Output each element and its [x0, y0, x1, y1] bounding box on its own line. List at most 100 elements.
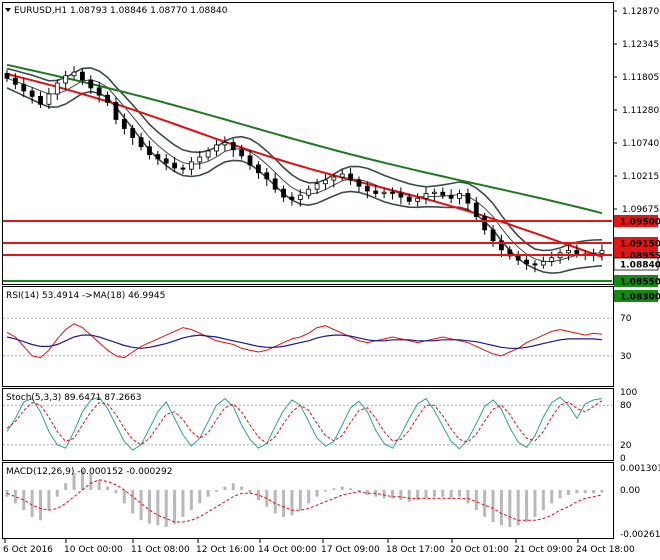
- time-tick-label: 12 Oct 16:00: [196, 545, 255, 555]
- triangle-down-icon[interactable]: [5, 8, 11, 12]
- level-price-tag-label: 1.08550: [620, 278, 660, 288]
- candle-body: [398, 193, 404, 198]
- candle-body: [281, 188, 286, 198]
- candle-body: [222, 142, 228, 146]
- candle-body: [38, 95, 43, 105]
- candle-body: [331, 176, 337, 181]
- candle-body: [105, 94, 110, 103]
- macd-scale-label: 0.001301: [620, 464, 660, 474]
- candle-body: [138, 137, 144, 148]
- candle-body: [147, 146, 152, 156]
- axis-layer: 1.12870 1.12345 1.11805 1.11280 1.10740 1.102…: [3, 7, 660, 555]
- candle-body: [473, 202, 479, 217]
- candle-body: [272, 178, 278, 190]
- level-price-tag-label: 1.09500: [620, 218, 660, 228]
- candle-body: [348, 173, 353, 181]
- bollinger-upper: [6, 67, 603, 252]
- stoch-main-line: [6, 396, 603, 451]
- candle-body: [314, 183, 320, 190]
- price-tick-label: 1.11805: [622, 73, 659, 83]
- candle-body: [96, 87, 102, 96]
- candle-body: [88, 79, 94, 89]
- candle-body: [197, 156, 203, 163]
- stoch-signal-line: [6, 400, 603, 446]
- rsi-scale-label: 70: [620, 314, 632, 324]
- candle-body: [54, 82, 60, 95]
- candle-body: [21, 83, 27, 92]
- candle-body: [172, 162, 178, 169]
- time-tick-label: 21 Oct 09:00: [514, 545, 573, 555]
- time-tick-label: 17 Oct 09:00: [321, 545, 380, 555]
- time-tick-label: 11 Oct 08:00: [131, 545, 190, 555]
- candle-body: [163, 158, 169, 164]
- candle-body: [289, 196, 295, 200]
- candle-body: [180, 167, 186, 170]
- level-price-tag: [614, 215, 658, 227]
- candle-body: [524, 259, 529, 265]
- macd-header: MACD(12,26,9) -0.000152 -0.000292: [6, 467, 172, 477]
- time-tick-label: 20 Oct 01:00: [450, 545, 509, 555]
- candle-body: [12, 77, 18, 85]
- candle-body: [406, 196, 412, 202]
- candle-body: [431, 191, 437, 194]
- candle-body: [482, 216, 488, 231]
- candle-body: [63, 75, 69, 84]
- stoch-header: Stoch(5,3,3) 89.6471 87.2663: [6, 393, 141, 403]
- candle-body: [574, 250, 580, 255]
- candle-body: [71, 71, 77, 77]
- candle-body: [264, 172, 270, 180]
- candle-body: [499, 240, 504, 251]
- level-price-tag-label: 1.08300: [620, 293, 660, 303]
- price-tick-label: 1.10740: [622, 139, 659, 149]
- candle-body: [306, 188, 312, 196]
- candle-body: [130, 128, 136, 139]
- stoch-scale-label: 0: [620, 454, 626, 464]
- time-tick-label: 18 Oct 17:00: [386, 545, 445, 555]
- candle-body: [532, 263, 538, 266]
- candle-body: [599, 250, 605, 254]
- level-price-tag: [614, 290, 658, 302]
- macd-signal-line: [6, 479, 603, 523]
- candle-body: [465, 193, 471, 204]
- candle-body: [29, 90, 35, 97]
- price-tick-label: 1.09675: [622, 205, 659, 215]
- level-price-tag-label: 1.08955: [620, 252, 660, 262]
- candle-body: [339, 173, 345, 178]
- current-price-tag: [613, 257, 659, 271]
- rsi-header: RSI(14) 53.4914 ->MA(18) 46.9945: [6, 291, 165, 301]
- current-price-tag-label: 1.08840: [620, 261, 660, 271]
- ma-green-line: [6, 63, 603, 215]
- rsi-pane[interactable]: [2, 286, 614, 387]
- candle-body: [205, 150, 211, 158]
- stoch-scale-label: 80: [620, 401, 632, 411]
- price-tick-label: 1.10215: [622, 172, 659, 182]
- stoch-pane[interactable]: [2, 388, 614, 461]
- candle-body: [356, 179, 362, 187]
- rsi-line: [6, 323, 603, 359]
- candle-body: [4, 72, 10, 79]
- macd-scale-label: 0.00: [620, 486, 640, 496]
- candle-body: [440, 191, 446, 196]
- candle-body: [297, 194, 303, 200]
- rsi-scale-label: 30: [620, 352, 632, 362]
- rsi-ma-line: [6, 334, 603, 349]
- level-price-tag: [614, 237, 658, 249]
- time-tick-label: 24 Oct 18:00: [576, 545, 635, 555]
- candle-body: [323, 179, 328, 185]
- candle-body: [214, 144, 219, 152]
- stoch-scale-label: 20: [620, 441, 632, 451]
- time-tick-label: 10 Oct 00:00: [64, 545, 123, 555]
- candle-body: [566, 250, 571, 254]
- candle-body: [113, 102, 119, 120]
- candle-body: [381, 191, 387, 194]
- stoch-scale-label: 100: [620, 388, 637, 398]
- candle-body: [549, 257, 555, 262]
- candle-body: [515, 255, 521, 261]
- level-price-tag-label: 1.09150: [620, 240, 660, 250]
- time-tick-label: 6 Oct 2016: [3, 545, 53, 555]
- candle-body: [247, 155, 253, 166]
- candle-body: [448, 194, 454, 199]
- price-tick-label: 1.12345: [622, 40, 659, 50]
- candle-body: [423, 193, 429, 199]
